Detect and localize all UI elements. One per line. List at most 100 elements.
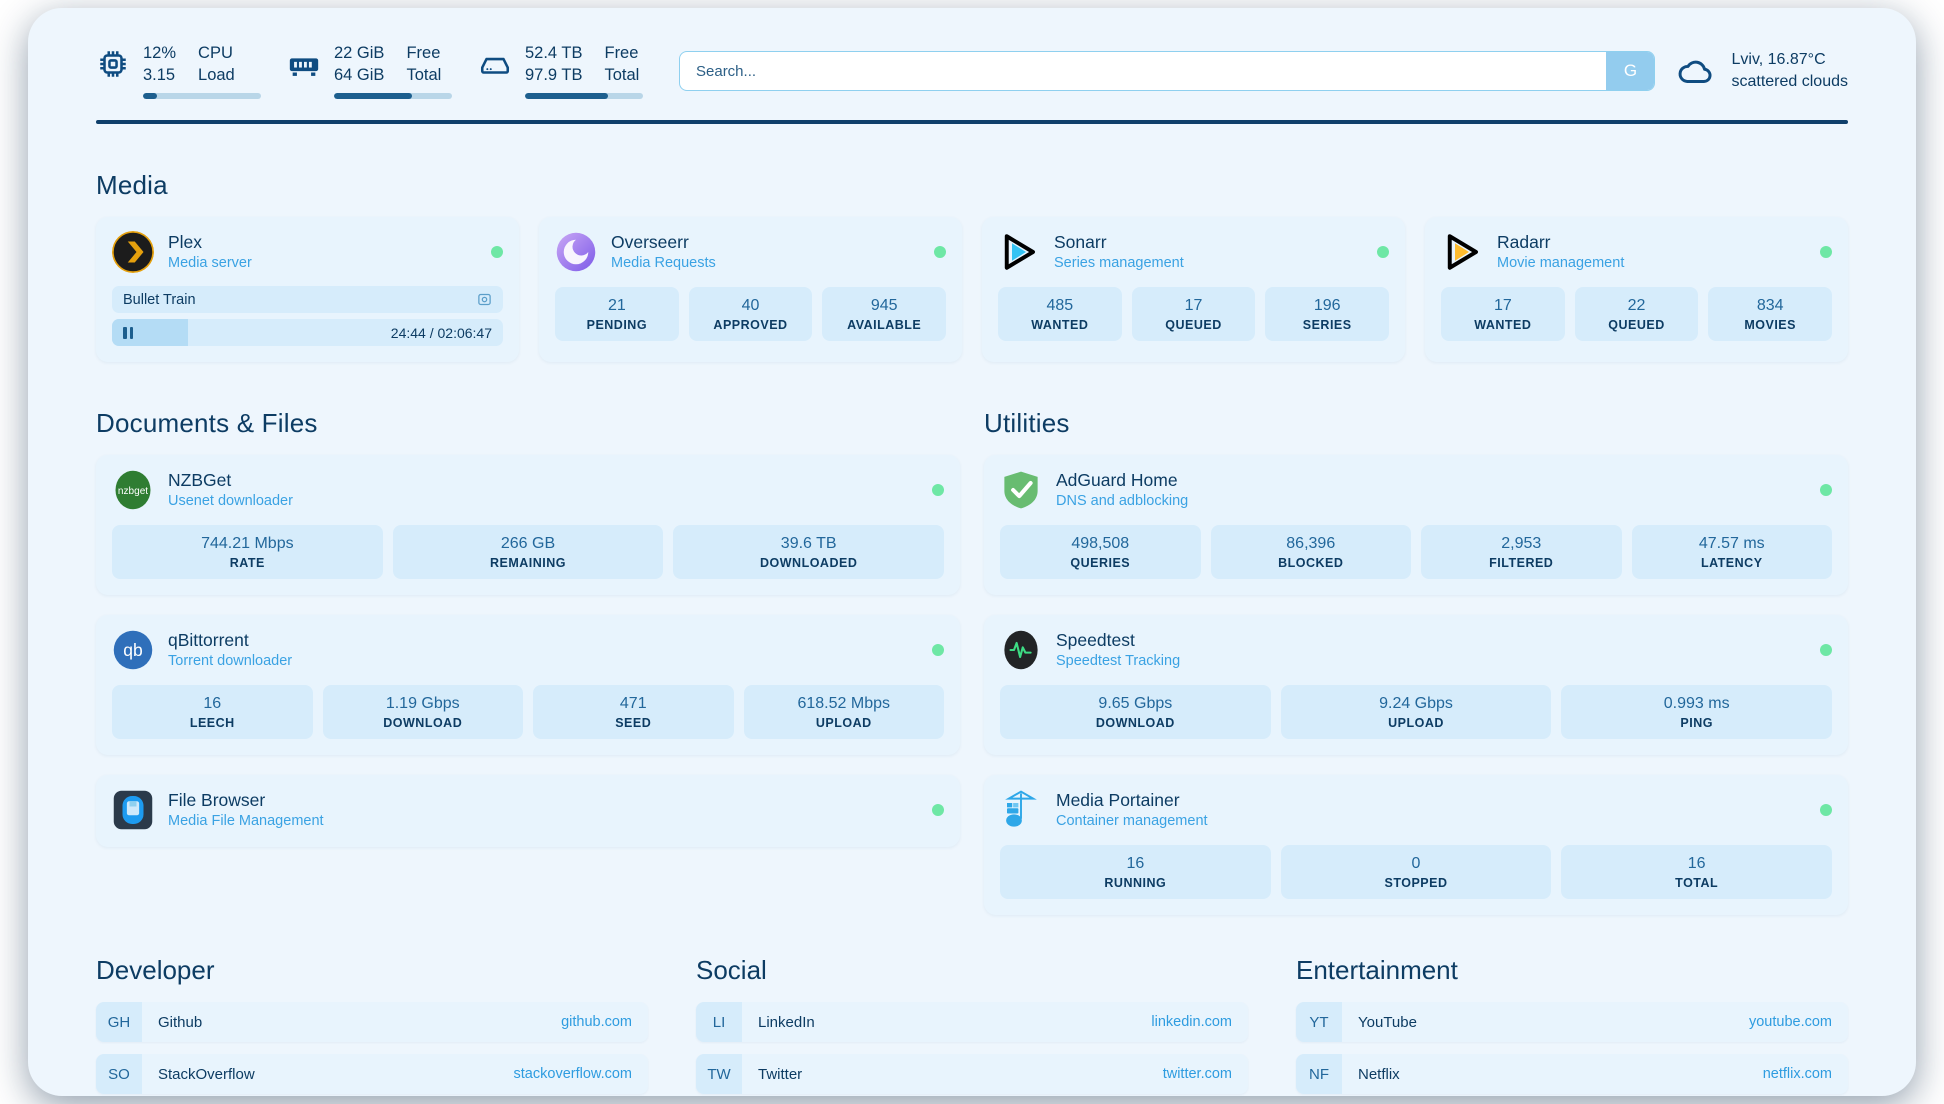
service-card-radarr[interactable]: Radarr Movie management 17 WANTED 22 QUE… bbox=[1425, 217, 1848, 362]
bookmark-item[interactable]: YT YouTube youtube.com bbox=[1296, 1002, 1848, 1042]
bookmark-item[interactable]: SO StackOverflow stackoverflow.com bbox=[96, 1054, 648, 1094]
stat-label: QUEUED bbox=[1165, 318, 1222, 332]
disk-icon bbox=[480, 58, 510, 75]
service-card-nzbget[interactable]: nzbget NZBGet Usenet downloader 744.21 M… bbox=[96, 455, 960, 595]
playback-time: 24:44 / 02:06:47 bbox=[390, 324, 492, 341]
stat-label: BLOCKED bbox=[1278, 556, 1344, 570]
bookmark-item[interactable]: NF Netflix netflix.com bbox=[1296, 1054, 1848, 1094]
service-description: Speedtest Tracking bbox=[1056, 652, 1181, 669]
stat-label: DOWNLOADED bbox=[760, 556, 858, 570]
cast-icon[interactable] bbox=[477, 292, 492, 307]
ram-label-1: Free bbox=[406, 44, 441, 63]
stat-tile: 9.24 Gbps UPLOAD bbox=[1280, 685, 1552, 739]
svg-text:qb: qb bbox=[123, 640, 142, 660]
stat-value: 0 bbox=[1411, 855, 1421, 872]
stat-tile: 9.65 Gbps DOWNLOAD bbox=[1000, 685, 1271, 739]
cloud-icon bbox=[1679, 60, 1713, 83]
bookmark-group-title: Social bbox=[696, 955, 767, 985]
stat-label: QUEUED bbox=[1608, 318, 1665, 332]
service-description: Media server bbox=[168, 254, 252, 271]
service-card-adguard-home[interactable]: AdGuard Home DNS and adblocking 498,508 … bbox=[984, 455, 1848, 595]
status-indicator-online bbox=[1377, 246, 1389, 258]
stat-value: 744.21 Mbps bbox=[201, 535, 294, 552]
stat-value: 22 bbox=[1627, 297, 1646, 314]
stat-tile: 16 TOTAL bbox=[1561, 845, 1833, 899]
stat-label: RATE bbox=[229, 556, 265, 570]
stat-tile: 196 SERIES bbox=[1265, 287, 1390, 341]
stat-tile: 21 PENDING bbox=[555, 287, 679, 341]
stat-tile: 744.21 Mbps RATE bbox=[112, 525, 383, 579]
stat-value: 21 bbox=[607, 297, 626, 314]
service-name: Media Portainer bbox=[1056, 790, 1180, 811]
status-indicator-online bbox=[1820, 484, 1832, 496]
service-description: DNS and adblocking bbox=[1056, 492, 1189, 509]
stat-tile: 40 APPROVED bbox=[688, 287, 813, 341]
portainer-logo-icon bbox=[1005, 790, 1037, 827]
header-divider bbox=[96, 120, 1848, 124]
bookmark-item[interactable]: TW Twitter twitter.com bbox=[696, 1054, 1248, 1094]
bookmark-group-social: Social LI LinkedIn linkedin.com TW Twitt… bbox=[696, 955, 1248, 1096]
stat-value: 945 bbox=[870, 297, 898, 314]
service-card-qbittorrent[interactable]: qb qBittorrent Torrent downloader 16 LEE… bbox=[96, 615, 960, 755]
stat-tile: 618.52 Mbps UPLOAD bbox=[743, 685, 944, 739]
playback-progress-bar[interactable]: 24:44 / 02:06:47 bbox=[112, 319, 503, 346]
stat-tile: 834 MOVIES bbox=[1708, 287, 1833, 341]
bookmarks-section: Developer GH Github github.com SO StackO… bbox=[96, 955, 1848, 1096]
bookmark-item[interactable]: GH Github github.com bbox=[96, 1002, 648, 1042]
status-indicator-online bbox=[932, 644, 944, 656]
bookmark-name: LinkedIn bbox=[758, 1013, 815, 1031]
service-card-plex[interactable]: Plex Media server Bullet Train 24:44 / 0… bbox=[96, 217, 519, 362]
service-card-speedtest[interactable]: Speedtest Speedtest Tracking 9.65 Gbps D… bbox=[984, 615, 1848, 755]
stat-value: 9.65 Gbps bbox=[1098, 695, 1173, 712]
status-indicator-online bbox=[932, 804, 944, 816]
header-bar: 12% 3.15 CPU Load bbox=[96, 38, 1848, 104]
stat-label: APPROVED bbox=[713, 318, 788, 332]
bookmark-url: youtube.com bbox=[1748, 1014, 1832, 1030]
ram-value-2: 64 GiB bbox=[334, 65, 385, 84]
service-name: AdGuard Home bbox=[1056, 470, 1178, 491]
cpu-usage-bar bbox=[143, 92, 261, 99]
speedtest-logo-icon bbox=[1004, 630, 1038, 670]
service-name: Plex bbox=[168, 232, 203, 253]
bookmark-url: github.com bbox=[561, 1014, 632, 1030]
stat-label: WANTED bbox=[1474, 318, 1532, 332]
status-indicator-online bbox=[932, 484, 944, 496]
stat-value: 39.6 TB bbox=[780, 535, 837, 552]
service-card-sonarr[interactable]: Sonarr Series management 485 WANTED 17 Q… bbox=[982, 217, 1405, 362]
pause-icon[interactable] bbox=[123, 326, 133, 339]
bookmark-group-title: Developer bbox=[96, 955, 215, 985]
service-description: Container management bbox=[1056, 812, 1208, 829]
bookmark-abbr: YT bbox=[1296, 1002, 1342, 1042]
stat-tile: 0.993 ms PING bbox=[1561, 685, 1833, 739]
cpu-icon bbox=[100, 51, 126, 78]
stat-value: 471 bbox=[619, 695, 647, 712]
service-description: Media Requests bbox=[611, 254, 716, 271]
search-input[interactable] bbox=[680, 52, 1607, 90]
disk-label-2: Total bbox=[604, 65, 640, 84]
stat-value: 86,396 bbox=[1286, 535, 1336, 552]
bookmark-item[interactable]: LI LinkedIn linkedin.com bbox=[696, 1002, 1248, 1042]
service-card-media-portainer[interactable]: Media Portainer Container management 16 … bbox=[984, 775, 1848, 915]
search-area: G bbox=[679, 51, 1656, 91]
stat-tile: 266 GB REMAINING bbox=[392, 525, 664, 579]
service-card-overseerr[interactable]: Overseerr Media Requests 21 PENDING 40 A… bbox=[539, 217, 962, 362]
stat-label: RUNNING bbox=[1104, 876, 1167, 890]
stat-label: LEECH bbox=[189, 716, 235, 730]
ram-label-2: Total bbox=[406, 65, 442, 84]
service-name: Radarr bbox=[1497, 232, 1551, 253]
service-description: Series management bbox=[1054, 254, 1184, 271]
stat-label: TOTAL bbox=[1675, 876, 1719, 890]
service-description: Usenet downloader bbox=[168, 492, 293, 509]
service-card-file-browser[interactable]: File Browser Media File Management bbox=[96, 775, 960, 847]
sonarr-logo-icon bbox=[1004, 234, 1035, 270]
stat-value: 9.24 Gbps bbox=[1379, 695, 1453, 712]
search-submit-button[interactable]: G bbox=[1606, 52, 1655, 90]
weather-widget: Lviv, 16.87°C scattered clouds bbox=[1675, 49, 1848, 92]
stat-value: 16 bbox=[203, 695, 222, 712]
ram-widget: 22 GiB 64 GiB Free Total bbox=[287, 43, 452, 99]
stat-label: AVAILABLE bbox=[847, 318, 922, 332]
file-browser-logo-icon bbox=[113, 790, 153, 830]
bookmark-name: Twitter bbox=[758, 1065, 803, 1083]
utilities-card-stack: AdGuard Home DNS and adblocking 498,508 … bbox=[984, 455, 1848, 915]
stat-label: QUERIES bbox=[1070, 556, 1131, 570]
